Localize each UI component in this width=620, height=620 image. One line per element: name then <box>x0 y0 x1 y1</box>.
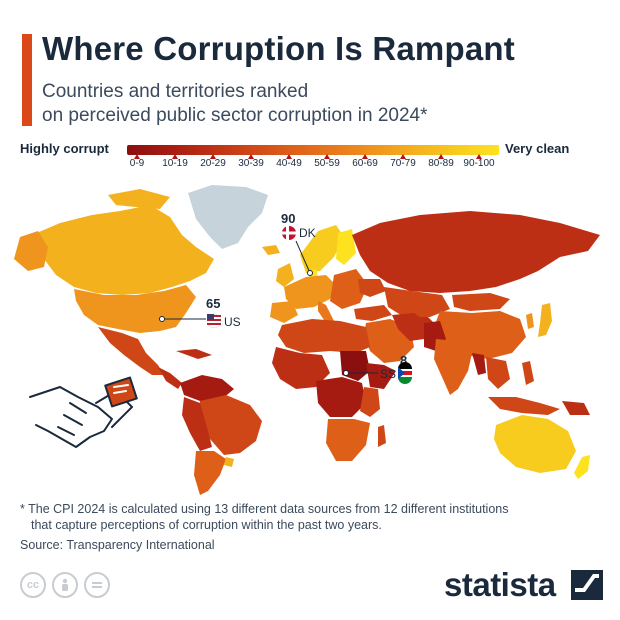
cc-icon[interactable]: cc <box>20 572 46 598</box>
legend-high-label: Very clean <box>505 141 570 156</box>
region-horn-of-africa <box>366 363 396 389</box>
country-sudan-south-sudan <box>340 351 370 381</box>
legend-tick-mark <box>248 154 254 159</box>
country-greenland <box>188 185 268 249</box>
callout-ss-value: 8 <box>400 353 407 368</box>
legend-low-label: Highly corrupt <box>20 141 109 156</box>
footnote: * The CPI 2024 is calculated using 13 di… <box>20 502 580 533</box>
callout-south-sudan: 8 SS <box>343 353 412 384</box>
statista-logo-text[interactable]: statista <box>444 566 556 603</box>
callout-denmark-value: 90 <box>281 211 295 226</box>
country-mexico <box>98 327 164 375</box>
central-america <box>158 367 182 389</box>
country-russia <box>352 211 600 293</box>
handshake-icon <box>29 376 138 448</box>
country-canada <box>32 205 214 295</box>
country-korea <box>526 313 534 329</box>
legend-ticks: 0-9 10-19 20-29 30-39 40-49 50-59 60-69 70-79 80… <box>118 154 498 178</box>
world-map: 90 DK 65 US 8 SS <box>0 175 620 500</box>
country-finland <box>336 229 356 265</box>
caribbean-islands <box>176 349 212 359</box>
legend-tick-label: 40-49 <box>276 158 302 169</box>
country-chile-argentina <box>194 451 226 495</box>
region-east-africa <box>360 387 380 417</box>
country-australia <box>494 415 576 473</box>
legend-tick-label: 70-79 <box>390 158 416 169</box>
callout-united-states: 65 US <box>159 296 241 329</box>
country-philippines <box>522 361 534 385</box>
country-uruguay <box>224 457 234 467</box>
legend-color-scale <box>127 145 499 155</box>
legend-tick-label: 90-100 <box>463 158 495 169</box>
source-credit: Source: Transparency International <box>20 538 215 552</box>
denmark-flag <box>282 226 296 240</box>
region-indochina <box>486 357 510 389</box>
title-accent-bar <box>22 34 32 126</box>
statista-logo-icon <box>571 570 603 600</box>
callout-ss-code: SS <box>380 367 396 381</box>
region-north-africa <box>278 319 370 353</box>
callout-denmark-code: DK <box>299 226 316 240</box>
callout-us-value: 65 <box>206 296 220 311</box>
country-madagascar <box>378 425 386 447</box>
us-flag <box>206 313 222 329</box>
region-southern-africa <box>326 419 370 461</box>
callout-us-code: US <box>224 315 241 329</box>
legend-tick-mark <box>134 154 140 159</box>
legend-tick-label: 20-29 <box>200 158 226 169</box>
legend-tick-mark <box>438 154 444 159</box>
legend-tick-mark <box>210 154 216 159</box>
page-title: Where Corruption Is Rampant <box>42 30 515 67</box>
country-venezuela-colombia <box>180 375 234 401</box>
country-uk-ireland <box>276 263 294 287</box>
region-west-africa <box>272 347 330 389</box>
country-norway-sweden <box>300 225 344 273</box>
legend-tick-label: 80-89 <box>428 158 454 169</box>
country-myanmar <box>472 353 486 375</box>
country-peru-bolivia <box>182 397 212 451</box>
region-indonesia <box>488 397 560 415</box>
subtitle-line-2: on perceived public sector corruption in… <box>42 105 428 126</box>
legend-tick-mark <box>172 154 178 159</box>
nd-icon[interactable] <box>84 572 110 598</box>
country-iran <box>392 313 428 341</box>
country-united-states <box>74 285 196 333</box>
country-spain-portugal <box>270 301 298 323</box>
legend-tick-label: 60-69 <box>352 158 378 169</box>
page-subtitle: Countries and territories ranked on perc… <box>42 80 512 128</box>
country-turkey <box>354 305 392 321</box>
callout-denmark: 90 DK <box>281 211 316 276</box>
license-icons: cc <box>20 572 110 600</box>
legend-tick-mark <box>400 154 406 159</box>
country-new-zealand <box>574 455 590 479</box>
south-sudan-flag <box>398 362 412 384</box>
country-india <box>434 339 472 395</box>
country-brazil <box>198 395 262 455</box>
footnote-line-2: that capture perceptions of corruption w… <box>31 517 382 532</box>
legend-tick-mark <box>476 154 482 159</box>
country-ukraine <box>358 279 386 297</box>
region-alaska <box>14 231 48 271</box>
country-mongolia <box>452 293 510 311</box>
legend-tick-label: 30-39 <box>238 158 264 169</box>
country-japan <box>538 303 552 337</box>
region-western-europe <box>284 275 336 309</box>
legend-tick-label: 0-9 <box>129 158 145 169</box>
by-icon[interactable] <box>52 572 78 598</box>
region-central-africa <box>316 377 366 417</box>
country-papua-new-guinea <box>562 401 590 415</box>
legend-tick-mark <box>362 154 368 159</box>
country-kazakhstan <box>384 287 450 317</box>
subtitle-line-1: Countries and territories ranked <box>42 81 309 102</box>
legend-tick-label: 50-59 <box>314 158 340 169</box>
legend-tick-mark <box>324 154 330 159</box>
country-italy <box>318 301 334 323</box>
legend-tick-label: 10-19 <box>162 158 188 169</box>
footnote-line-1: * The CPI 2024 is calculated using 13 di… <box>20 502 509 516</box>
legend-tick-mark <box>286 154 292 159</box>
country-iceland <box>262 245 280 255</box>
arctic-islands <box>108 189 170 209</box>
